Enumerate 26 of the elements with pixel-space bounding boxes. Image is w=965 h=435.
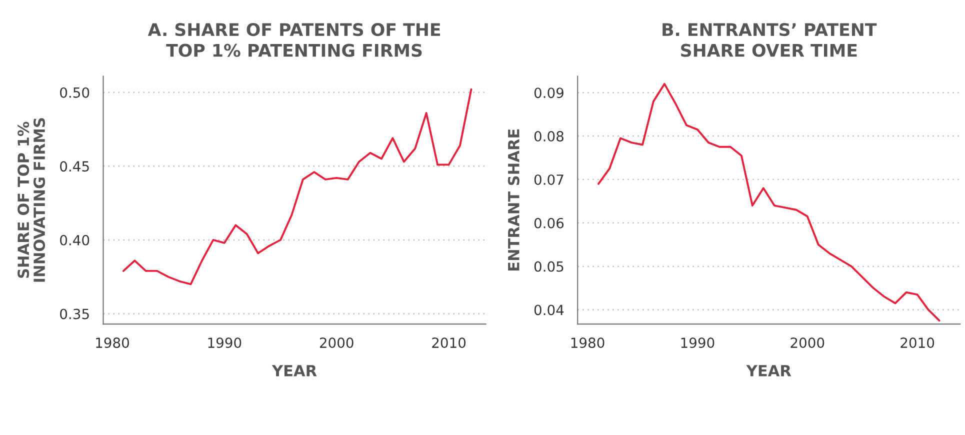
x-tick-label: 1980 [571, 338, 604, 348]
y-tick-label: 0.07 [534, 174, 564, 185]
line-series [598, 82, 940, 322]
y-tick-label: 0.06 [534, 218, 564, 228]
y-axis-title: SHARE OF TOP 1% INNOVATING FIRMS [18, 118, 46, 282]
x-tick-label: 2010 [432, 338, 466, 348]
x-axis-title: YEAR [272, 365, 317, 376]
x-axis-title: YEAR [746, 365, 792, 376]
y-tick-label: 0.05 [534, 261, 564, 272]
chart-title: A. SHARE OF PATENTS OF THE TOP 1% PATENTING FIRMS [148, 23, 440, 57]
x-tick-label: 1990 [681, 338, 714, 348]
y-axis-title: ENTRANT SHARE [508, 129, 520, 270]
line-series [122, 88, 472, 286]
x-tick-label: 2000 [790, 338, 824, 348]
x-tick-label: 2000 [320, 338, 354, 348]
y-tick-label: 0.40 [60, 234, 90, 246]
y-tick-label: 0.45 [60, 161, 89, 172]
y-tick-label: 0.04 [534, 304, 564, 316]
y-tick-label: 0.35 [60, 308, 89, 320]
x-tick-label: 1980 [96, 338, 129, 348]
y-tick-label: 0.09 [534, 88, 564, 98]
chart-title: B. ENTRANTS’ PATENT SHARE OVER TIME [662, 23, 877, 57]
y-tick-label: 0.50 [60, 87, 90, 98]
x-tick-label: 2010 [900, 338, 934, 348]
x-tick-label: 1990 [208, 338, 242, 348]
y-tick-label: 0.08 [534, 131, 564, 142]
